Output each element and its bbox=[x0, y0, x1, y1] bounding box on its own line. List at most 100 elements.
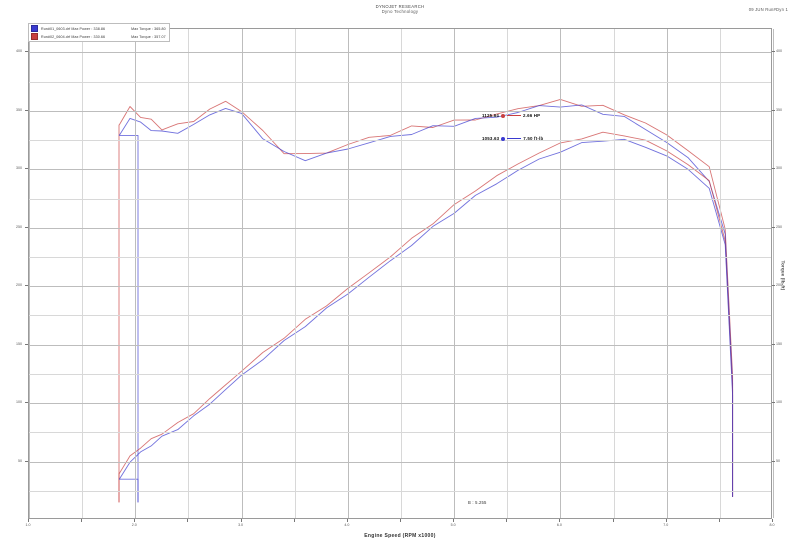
torque-callout-marker bbox=[501, 136, 506, 141]
x-axis-label: 8.0 bbox=[769, 523, 775, 527]
x-axis-label: 7.0 bbox=[663, 523, 669, 527]
y-axis-label-right: 50 bbox=[776, 458, 780, 463]
torque-callout-peak: 7.50 ft-lb bbox=[523, 136, 544, 141]
gridline-horizontal bbox=[29, 227, 771, 229]
gridline-horizontal bbox=[29, 490, 771, 492]
gridline-horizontal bbox=[29, 344, 771, 346]
y-axis-tick-left bbox=[25, 460, 28, 462]
x-axis-label: 2.0 bbox=[131, 523, 137, 527]
torque-callout: 1053.63 7.50 ft-lb bbox=[482, 136, 543, 141]
power-callout-value: 1125.64 bbox=[482, 113, 500, 118]
x-axis-tick bbox=[240, 519, 242, 522]
gridline-horizontal bbox=[29, 373, 771, 375]
gridline-vertical bbox=[188, 29, 190, 518]
gridline-vertical bbox=[135, 29, 137, 518]
power-callout-leader bbox=[507, 115, 522, 116]
y-axis-tick-left bbox=[25, 285, 28, 287]
plot-area bbox=[28, 28, 774, 519]
gridline-horizontal bbox=[29, 403, 771, 405]
curve-layer bbox=[118, 98, 734, 503]
x-axis-tick bbox=[81, 519, 83, 522]
gridline-vertical bbox=[82, 29, 84, 518]
legend-torque-blue: Max Torque : 365.80 bbox=[131, 26, 166, 31]
gridline-vertical bbox=[294, 29, 296, 518]
x-axis-tick bbox=[293, 519, 295, 522]
chart-title: DYNOJET RESEARCH bbox=[375, 4, 425, 9]
legend-item[interactable]: Run#01_0603.drf Max Power : 338.86 Max To… bbox=[31, 25, 166, 32]
x-axis-tick bbox=[718, 519, 720, 522]
torque-callout-leader bbox=[507, 138, 522, 139]
gridline-vertical bbox=[719, 29, 721, 518]
x-axis-tick bbox=[453, 519, 455, 522]
y-axis-label-right: 250 bbox=[776, 224, 782, 229]
gridline-horizontal bbox=[29, 315, 771, 317]
x-axis-label: 3.0 bbox=[238, 523, 244, 527]
y-axis-tick-left bbox=[25, 168, 28, 170]
chart-subtitle: Dyno Technology bbox=[381, 9, 419, 15]
y-axis-label-left: 100 bbox=[16, 400, 22, 405]
gridline-horizontal bbox=[29, 256, 771, 258]
y-axis-tick-right bbox=[772, 402, 775, 404]
y-axis-label-right: 100 bbox=[776, 400, 782, 405]
power-callout: 1125.64 2.66 HP bbox=[482, 113, 540, 118]
x-axis-label: 1.0 bbox=[25, 523, 31, 527]
y-axis-label-left: 50 bbox=[18, 458, 22, 463]
y-axis-tick-left bbox=[25, 51, 28, 53]
y-axis-label-left: 200 bbox=[16, 283, 22, 288]
y-axis-label-left: 250 bbox=[16, 224, 22, 229]
x-axis-tick bbox=[612, 519, 614, 522]
curve-torque-red bbox=[118, 98, 734, 503]
legend-item[interactable]: Run#02_0604.drf Max Power : 330.66 Max To… bbox=[31, 33, 166, 40]
curve-torque-blue bbox=[118, 104, 734, 503]
chart-title-block: DYNOJET RESEARCH Dyno Technology bbox=[0, 4, 800, 15]
y-axis-tick-left bbox=[25, 226, 28, 228]
gridline-vertical bbox=[241, 29, 243, 518]
y-axis-tick-right bbox=[772, 51, 775, 53]
y-axis-label-left: 300 bbox=[16, 166, 22, 171]
curve-power-blue bbox=[118, 138, 734, 503]
legend-label-blue: Run#01_0603.drf Max Power : 338.86 bbox=[41, 26, 106, 31]
y-axis-label-left: 350 bbox=[16, 107, 22, 112]
gridline-vertical bbox=[773, 29, 774, 518]
gridline-horizontal bbox=[29, 169, 771, 171]
legend-torque-red: Max Torque : 357.07 bbox=[131, 34, 166, 39]
y-axis-label-right: 200 bbox=[776, 283, 782, 288]
gridline-horizontal bbox=[29, 432, 771, 434]
gridline-vertical bbox=[666, 29, 668, 518]
y-axis-tick-left bbox=[25, 343, 28, 345]
x-axis-tick bbox=[506, 519, 508, 522]
torque-callout-value: 1053.63 bbox=[482, 136, 500, 141]
x-axis-tick bbox=[665, 519, 667, 522]
y-axis-tick-right bbox=[772, 168, 775, 170]
gridline-horizontal bbox=[29, 110, 771, 112]
x-axis-tick bbox=[134, 519, 136, 522]
x-axis-tick bbox=[346, 519, 348, 522]
gridline-horizontal bbox=[29, 286, 771, 288]
chart-footnote: B : 5.255 bbox=[468, 500, 487, 505]
y-axis-label-left: 400 bbox=[16, 49, 22, 54]
legend-swatch-red bbox=[31, 33, 38, 40]
gridline-vertical bbox=[613, 29, 615, 518]
power-callout-peak: 2.66 HP bbox=[523, 113, 541, 118]
run-stamp: 09 JUN Run#Dyn 1 bbox=[748, 7, 788, 12]
y-axis-label-right: 350 bbox=[776, 107, 782, 112]
x-axis-tick bbox=[772, 519, 773, 522]
x-axis-title: Engine Speed (RPM x1000) bbox=[364, 533, 436, 539]
gridline-vertical bbox=[454, 29, 456, 518]
y-axis-label-right: 400 bbox=[776, 49, 782, 54]
curve-power-red bbox=[118, 131, 734, 503]
legend: Run#01_0603.drf Max Power : 338.86 Max To… bbox=[28, 23, 170, 42]
y-axis-tick-right bbox=[772, 109, 775, 111]
power-callout-marker bbox=[501, 113, 506, 118]
x-axis-label: 5.0 bbox=[450, 523, 456, 527]
gridline-horizontal bbox=[29, 52, 771, 54]
gridline-vertical bbox=[507, 29, 509, 518]
legend-label-red: Run#02_0604.drf Max Power : 330.66 bbox=[41, 34, 106, 39]
y-axis-tick-left bbox=[25, 109, 28, 111]
gridline-horizontal bbox=[29, 81, 771, 83]
y-axis-label-left: 150 bbox=[16, 341, 22, 346]
x-axis-tick bbox=[28, 519, 29, 522]
x-axis-tick bbox=[187, 519, 189, 522]
gridline-vertical bbox=[29, 29, 30, 518]
